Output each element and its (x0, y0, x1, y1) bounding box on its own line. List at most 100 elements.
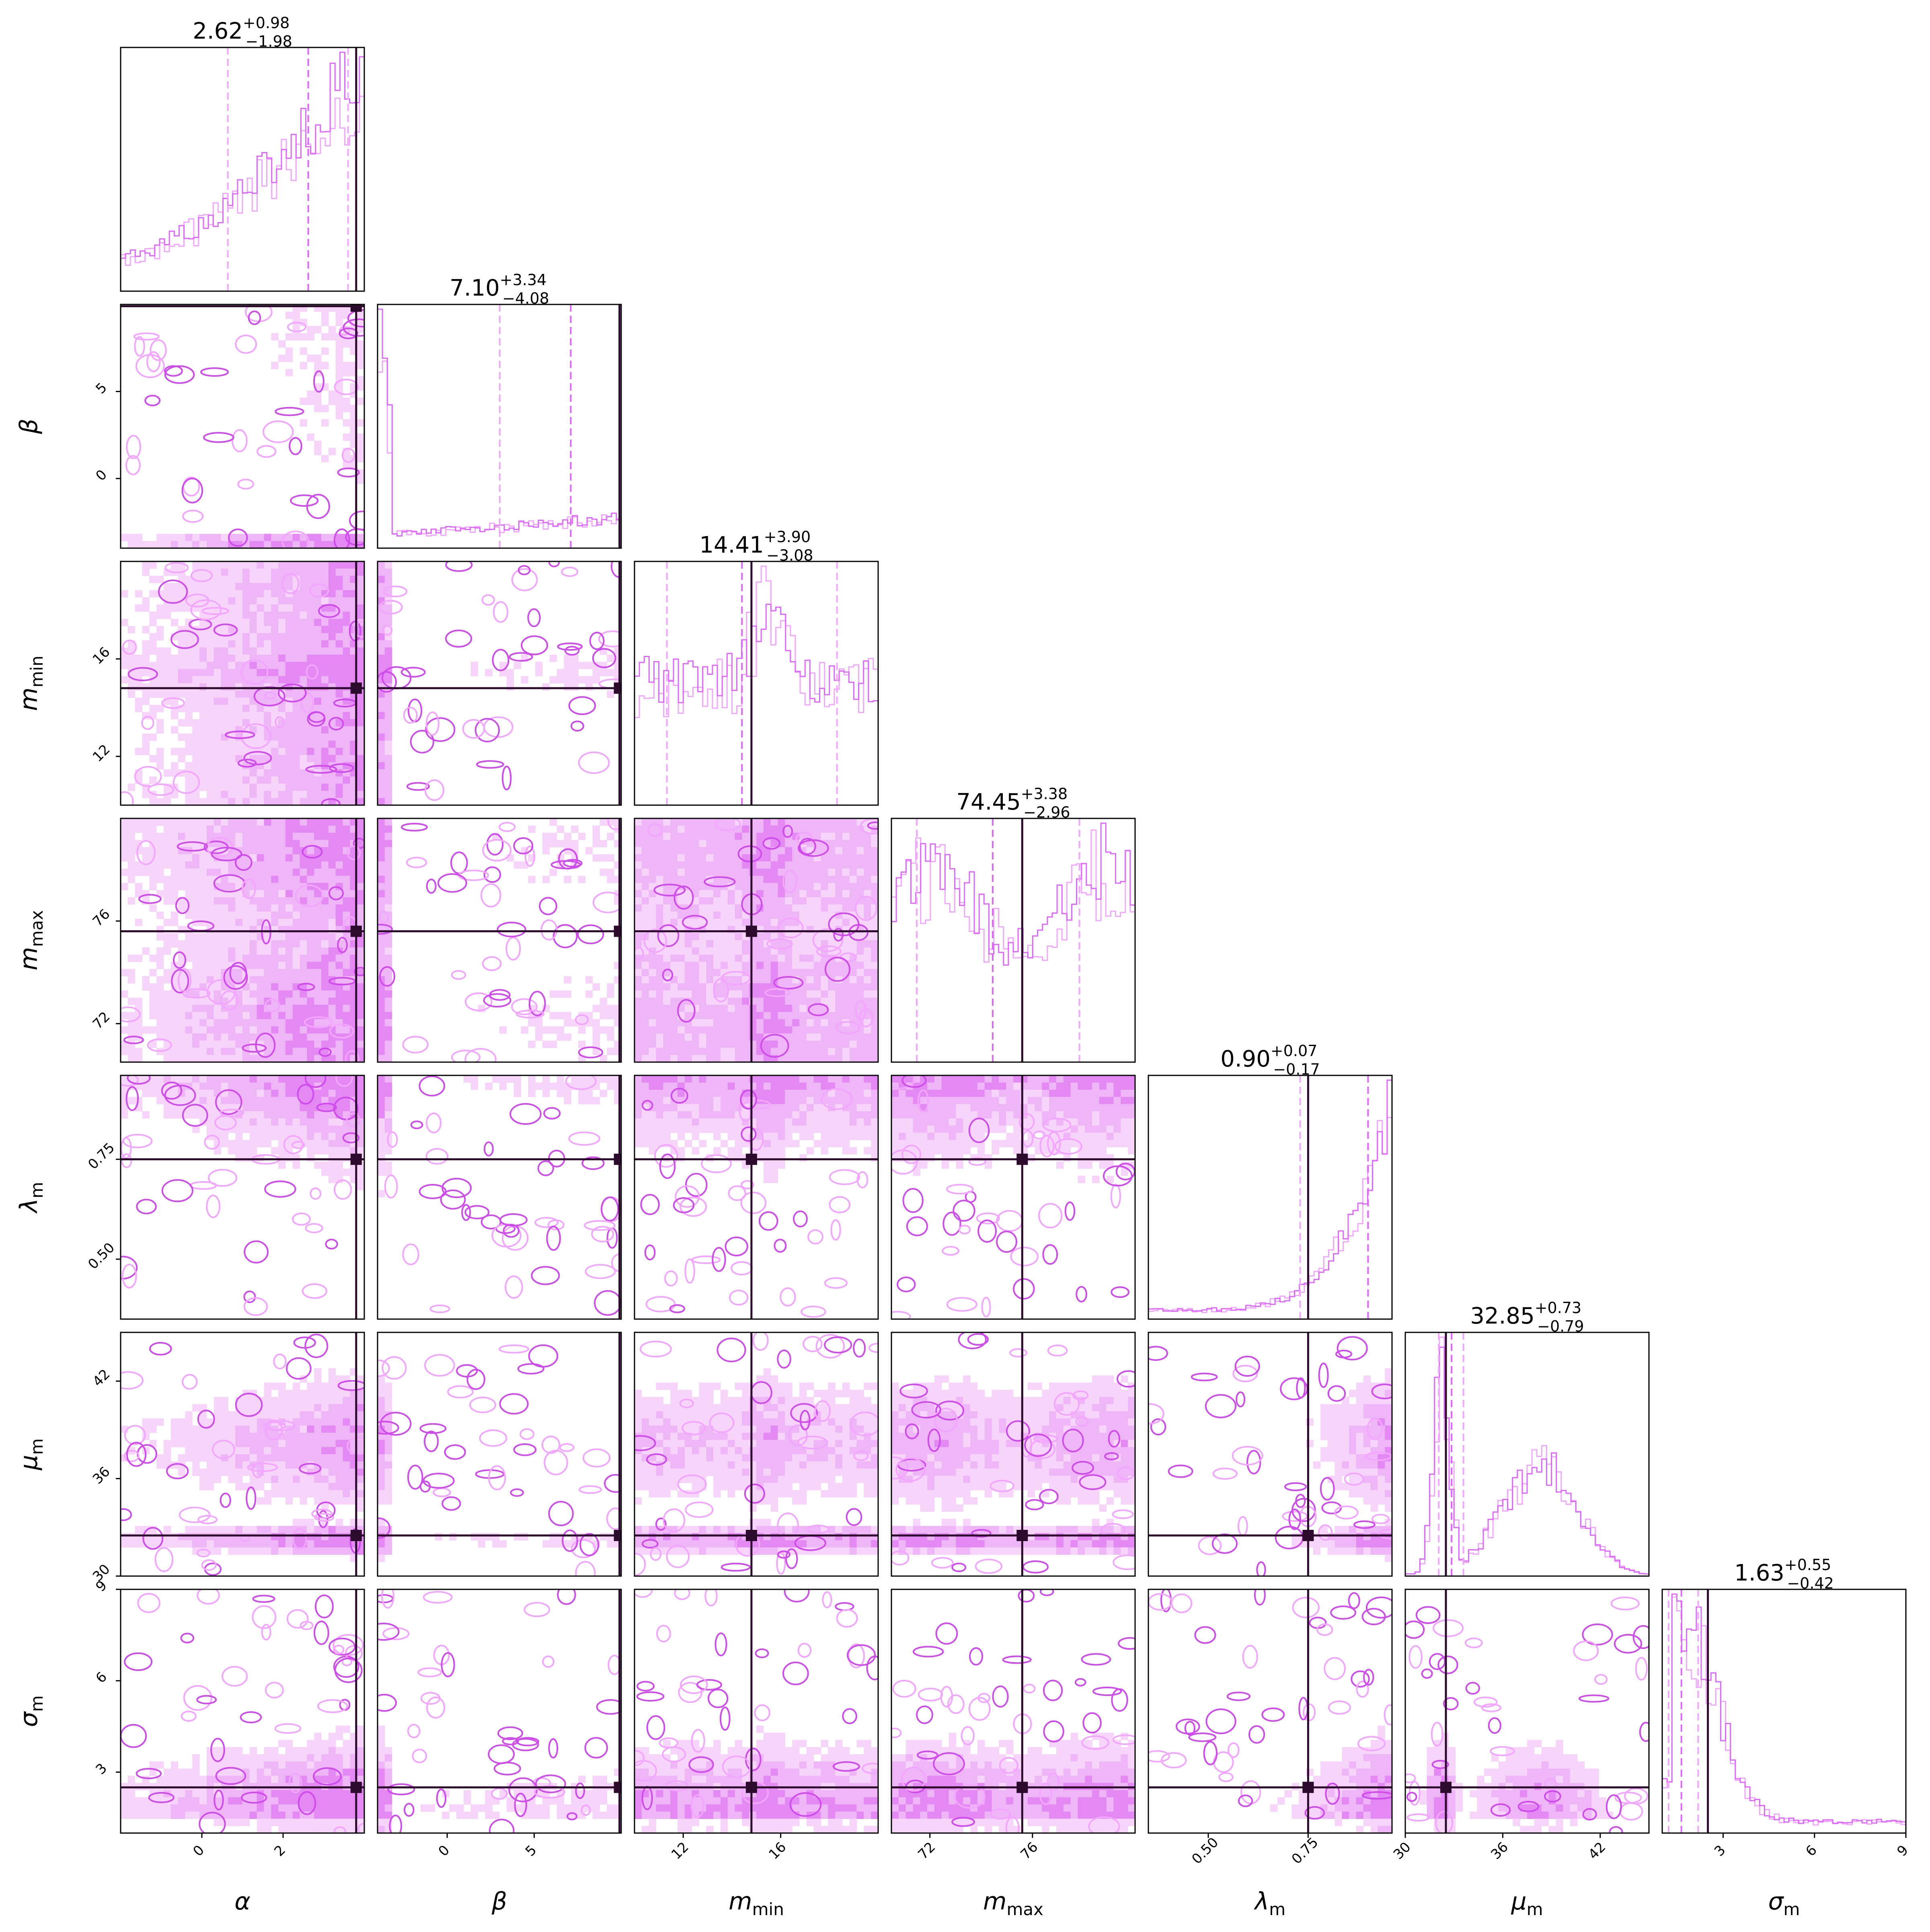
density-cell (663, 826, 670, 833)
density-cell (185, 876, 192, 883)
density-cell (357, 1012, 364, 1019)
density-cell (850, 1075, 857, 1083)
density-cell (764, 955, 771, 962)
density-cell (642, 1140, 649, 1147)
density-cell (857, 948, 864, 955)
density-cell (307, 826, 314, 833)
density-cell (242, 1083, 250, 1090)
density-cell (121, 1012, 128, 1019)
density-cell (314, 991, 321, 998)
density-cell (828, 826, 835, 833)
density-cell (728, 1126, 735, 1133)
density-cell (336, 748, 343, 755)
density-cell (378, 1133, 385, 1140)
density-cell (329, 398, 336, 405)
density-cell (242, 669, 250, 676)
density-cell (663, 1104, 670, 1111)
density-cell (771, 904, 778, 912)
density-cell (713, 912, 721, 919)
density-cell (678, 854, 685, 861)
density-cell (336, 919, 343, 926)
density-cell (357, 890, 364, 897)
density-cell (764, 1019, 771, 1026)
density-cell (264, 983, 271, 991)
density-cell (336, 1005, 343, 1012)
density-cell (314, 691, 321, 698)
density-cell (564, 676, 571, 683)
density-cell (271, 1097, 278, 1104)
density-cell (293, 798, 300, 805)
truth-marker (746, 1154, 757, 1165)
density-cell (278, 1034, 285, 1041)
density-cell (756, 1111, 764, 1118)
density-cell (871, 962, 878, 969)
density-cell (828, 869, 835, 876)
density-cell (228, 791, 235, 798)
title-value: 74.45 (956, 789, 1020, 815)
density-cell (771, 969, 778, 976)
density-cell (221, 798, 228, 805)
density-cell (550, 1083, 557, 1090)
density-cell (228, 712, 235, 719)
density-cell (192, 940, 199, 948)
density-cell (678, 1133, 685, 1140)
density-cell (171, 726, 178, 734)
density-cell (321, 576, 329, 583)
density-cell (814, 1140, 821, 1147)
density-cell (164, 1012, 171, 1019)
density-cell (828, 1111, 835, 1118)
density-cell (742, 991, 749, 998)
density-cell (156, 1097, 164, 1104)
density-cell (235, 576, 242, 583)
density-cell (271, 948, 278, 955)
density-cell (764, 1154, 771, 1161)
density-cell (235, 897, 242, 904)
density-cell (685, 1104, 692, 1111)
density-cell (343, 561, 350, 569)
y-tick-label: 72 (90, 1009, 113, 1032)
density-cell (221, 655, 228, 662)
density-cell (357, 991, 364, 998)
density-cell (329, 1154, 336, 1161)
density-cell (221, 876, 228, 883)
density-cell (242, 612, 250, 619)
density-cell (214, 869, 221, 876)
density-cell (178, 1012, 185, 1019)
y-axis-label-beta: β (15, 419, 43, 434)
density-cell (821, 818, 828, 826)
density-cell (871, 1075, 878, 1083)
density-cell (842, 1012, 850, 1019)
density-cell (285, 755, 293, 762)
density-cell (670, 1012, 678, 1019)
density-cell (771, 890, 778, 897)
density-cell (314, 955, 321, 962)
density-cell (742, 883, 749, 890)
truth-marker (614, 1154, 625, 1165)
density-cell (685, 1012, 692, 1019)
density-cell (857, 1041, 864, 1048)
density-cell (250, 991, 257, 998)
density-cell (121, 1048, 128, 1055)
density-cell (250, 640, 257, 647)
density-cell (321, 1111, 329, 1118)
density-cell (649, 1041, 656, 1048)
density-cell (749, 1019, 756, 1026)
density-cell (742, 876, 749, 883)
density-cell (149, 590, 156, 597)
density-cell (835, 1140, 842, 1147)
density-cell (285, 833, 293, 840)
density-cell (871, 847, 878, 854)
density-cell (307, 1111, 314, 1118)
density-cell (670, 991, 678, 998)
density-cell (857, 1034, 864, 1041)
density-cell (864, 976, 871, 983)
density-cell (778, 904, 785, 912)
density-cell (228, 698, 235, 705)
density-cell (314, 398, 321, 405)
density-cell (285, 1104, 293, 1111)
density-cell (807, 1090, 814, 1097)
density-cell (192, 969, 199, 976)
density-cell (293, 612, 300, 619)
density-cell (792, 1019, 799, 1026)
density-cell (128, 1012, 135, 1019)
